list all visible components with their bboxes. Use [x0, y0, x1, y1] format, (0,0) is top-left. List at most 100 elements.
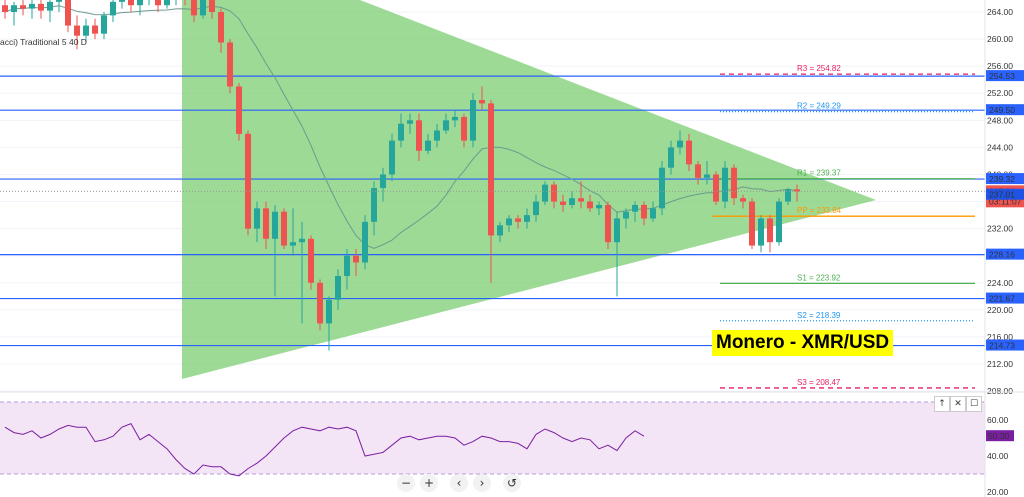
pivot-label: S2 = 218.39	[797, 311, 841, 320]
price-tick-label: 264.00	[987, 7, 1013, 17]
candle-body	[506, 218, 512, 226]
candle-body	[164, 0, 170, 6]
candle-body	[389, 140, 395, 175]
price-tick-label: 232.00	[987, 224, 1013, 234]
rsi-tick-label: 60.00	[987, 415, 1009, 425]
candle-body	[686, 140, 692, 165]
pivot-label: S3 = 208.47	[797, 378, 841, 387]
candle-body	[785, 189, 791, 202]
candle-body	[47, 1, 53, 11]
candle-body	[722, 167, 728, 202]
candle-body	[353, 255, 359, 263]
candle-body	[272, 211, 278, 239]
candle-body	[749, 201, 755, 246]
candle-body	[461, 116, 467, 141]
candle-body	[641, 204, 647, 219]
candle-body	[659, 167, 665, 209]
rsi-band-background	[0, 402, 985, 474]
candle-body	[479, 100, 485, 104]
candle-body	[605, 204, 611, 243]
rsi-line	[4, 422, 645, 477]
candle-body	[758, 218, 764, 246]
candle-body	[371, 188, 377, 222]
candle-body	[299, 238, 305, 243]
candle-body	[542, 184, 548, 202]
candle-body	[128, 0, 134, 6]
candle-body	[614, 218, 620, 243]
countdown-label: 03:11:07	[989, 196, 1022, 206]
price-tag-box	[986, 104, 1024, 116]
candle-body	[416, 120, 422, 151]
price-tag-box	[986, 248, 1024, 260]
price-tag-box	[986, 70, 1024, 82]
candle-body	[263, 208, 269, 239]
rsi-value-tag: 50.30	[988, 431, 1010, 441]
candle-body	[650, 208, 656, 219]
candle-body	[551, 184, 557, 202]
price-tick-label: 252.00	[987, 88, 1013, 98]
candle-body	[767, 218, 773, 243]
candle-body	[497, 225, 503, 236]
price-tag-label: 254.53	[989, 71, 1015, 81]
maximize-pane-icon[interactable]: ☐	[966, 396, 982, 412]
candle-body	[56, 0, 62, 2]
scroll-left-button[interactable]: ‹	[450, 474, 468, 492]
pivot-label: PP = 233.84	[797, 206, 842, 215]
pivot-label: S1 = 223.92	[797, 273, 841, 282]
pivot-label: R2 = 249.29	[797, 102, 841, 111]
price-tag-box	[986, 188, 1024, 200]
move-up-icon[interactable]: ↑	[934, 396, 950, 412]
close-pane-icon[interactable]: ✕	[950, 396, 966, 412]
price-tag-label: 249.50	[989, 105, 1015, 115]
reset-chart-button[interactable]: ↺	[503, 474, 521, 492]
price-tick-label: 244.00	[987, 142, 1013, 152]
candle-body	[740, 198, 746, 202]
price-tag-box	[986, 173, 1024, 185]
candle-body	[245, 133, 251, 229]
candle-body	[695, 164, 701, 178]
price-tick-label: 256.00	[987, 61, 1013, 71]
candle-body	[317, 282, 323, 324]
candle-body	[65, 0, 71, 26]
scroll-right-button[interactable]: ›	[473, 474, 491, 492]
price-tag-label: 214.73	[989, 341, 1015, 351]
price-tag-label: 237.01	[989, 190, 1015, 200]
price-tags: 254.53249.50239.32237.5103:11:07237.0122…	[986, 70, 1024, 351]
candle-body	[218, 12, 224, 43]
candle-body	[623, 211, 629, 219]
candle-body	[470, 100, 476, 141]
candle-body	[74, 25, 80, 36]
candle-body	[704, 174, 710, 178]
candle-body	[569, 198, 575, 205]
price-tag-label: 221.67	[989, 294, 1015, 304]
candle-body	[254, 208, 260, 229]
price-tick-label: 220.00	[987, 305, 1013, 315]
pivot-label: R3 = 254.82	[797, 64, 841, 73]
candle-body	[587, 201, 593, 209]
candle-body	[632, 204, 638, 212]
candle-body	[209, 0, 215, 12]
zoom-in-button[interactable]: +	[420, 474, 438, 492]
candle-body	[191, 0, 197, 16]
candle-body	[452, 116, 458, 121]
candle-body	[335, 276, 341, 300]
candle-body	[596, 204, 602, 209]
rsi-tick-label: 20.00	[987, 487, 1009, 497]
candle-body	[101, 15, 107, 34]
candle-body	[29, 3, 35, 9]
candle-body	[794, 189, 800, 192]
candle-body	[407, 120, 413, 124]
candle-body	[398, 123, 404, 141]
candle-body	[20, 5, 26, 9]
candle-body	[488, 103, 494, 236]
candle-body	[443, 120, 449, 131]
candle-body	[2, 5, 8, 12]
rsi-axis: 60.00 40.00 20.00 50.30	[986, 415, 1014, 497]
candle-body	[380, 174, 386, 189]
zoom-out-button[interactable]: −	[397, 474, 415, 492]
candle-body	[677, 140, 683, 148]
pivot-levels: R3 = 254.82 R2 = 249.29 R1 = 239.37 PP = 23…	[712, 64, 975, 389]
indicator-label: acci) Traditional 5 40 D	[0, 37, 87, 47]
price-tick-label: 208.00	[987, 386, 1013, 396]
candle-body	[119, 0, 125, 2]
